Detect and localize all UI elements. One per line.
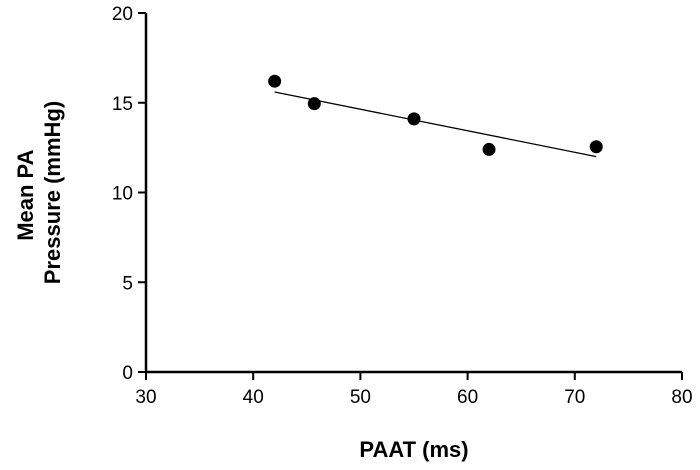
y-axis-title: Mean PA Pressure (mmHg) bbox=[13, 101, 65, 284]
y-axis-title-line-2: Pressure (mmHg) bbox=[40, 101, 65, 284]
y-tick-label: 10 bbox=[112, 184, 133, 205]
x-tick-label: 80 bbox=[671, 387, 692, 408]
ticks: 30 40 50 60 70 80 0 5 10 15 20 bbox=[112, 4, 693, 408]
y-axis-title-line-1: Mean PA bbox=[13, 149, 38, 240]
x-axis-title: PAAT (ms) bbox=[359, 437, 468, 462]
data-point bbox=[482, 142, 496, 156]
data-point bbox=[307, 97, 321, 111]
trendline-group bbox=[274, 91, 597, 158]
x-tick-label: 60 bbox=[457, 387, 478, 408]
axes bbox=[144, 13, 682, 374]
x-tick-label: 30 bbox=[135, 387, 156, 408]
data-point bbox=[268, 74, 282, 88]
data-point bbox=[407, 112, 421, 126]
y-tick-label: 5 bbox=[122, 273, 133, 294]
x-tick-label: 70 bbox=[564, 387, 585, 408]
data-points bbox=[268, 74, 603, 156]
y-tick-label: 15 bbox=[112, 94, 133, 115]
y-tick-label: 0 bbox=[122, 363, 133, 384]
x-tick-label: 50 bbox=[350, 387, 371, 408]
data-point bbox=[589, 140, 603, 154]
x-tick-label: 40 bbox=[243, 387, 264, 408]
y-tick-label: 20 bbox=[112, 4, 133, 25]
trendline bbox=[274, 91, 597, 158]
